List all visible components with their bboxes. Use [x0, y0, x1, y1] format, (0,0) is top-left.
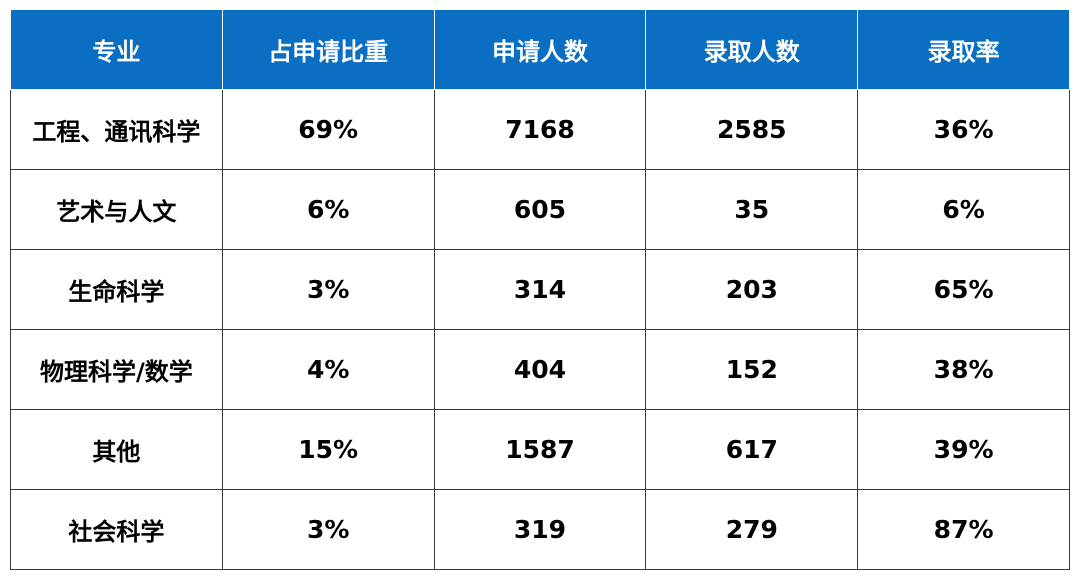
cell-admitted: 617 — [645, 409, 859, 490]
header-admitted: 录取人数 — [645, 9, 859, 90]
cell-admitted: 152 — [645, 329, 859, 410]
cell-major: 物理科学/数学 — [10, 329, 223, 410]
cell-admission-rate: 38% — [857, 329, 1070, 410]
table-container: 专业 占申请比重 申请人数 录取人数 录取率 工程、通讯科学 69% 7168 … — [10, 9, 1070, 570]
cell-application-share: 3% — [221, 489, 435, 570]
cell-application-share: 15% — [221, 409, 435, 490]
header-application-share: 占申请比重 — [221, 9, 435, 90]
cell-applicants: 1587 — [433, 409, 647, 490]
cell-application-share: 4% — [221, 329, 435, 410]
cell-admission-rate: 87% — [857, 489, 1070, 570]
table-row: 生命科学 3% 314 203 65% — [10, 249, 1070, 330]
cell-admission-rate: 65% — [857, 249, 1070, 330]
cell-admission-rate: 6% — [857, 169, 1070, 250]
table-body: 工程、通讯科学 69% 7168 2585 36% 艺术与人文 6% 605 3… — [10, 89, 1070, 570]
cell-major: 工程、通讯科学 — [10, 89, 223, 170]
header-applicants: 申请人数 — [433, 9, 647, 90]
cell-major: 艺术与人文 — [10, 169, 223, 250]
cell-applicants: 7168 — [433, 89, 647, 170]
cell-application-share: 6% — [221, 169, 435, 250]
header-row: 专业 占申请比重 申请人数 录取人数 录取率 — [10, 9, 1070, 90]
cell-major: 社会科学 — [10, 489, 223, 570]
table-row: 物理科学/数学 4% 404 152 38% — [10, 329, 1070, 410]
table-row: 其他 15% 1587 617 39% — [10, 409, 1070, 490]
cell-applicants: 605 — [433, 169, 647, 250]
cell-admission-rate: 39% — [857, 409, 1070, 490]
cell-applicants: 319 — [433, 489, 647, 570]
table-row: 艺术与人文 6% 605 35 6% — [10, 169, 1070, 250]
cell-admitted: 2585 — [645, 89, 859, 170]
cell-applicants: 404 — [433, 329, 647, 410]
table-row: 社会科学 3% 319 279 87% — [10, 489, 1070, 570]
header-major: 专业 — [10, 9, 223, 90]
cell-application-share: 3% — [221, 249, 435, 330]
cell-admission-rate: 36% — [857, 89, 1070, 170]
cell-applicants: 314 — [433, 249, 647, 330]
cell-admitted: 279 — [645, 489, 859, 570]
cell-major: 生命科学 — [10, 249, 223, 330]
admission-table: 专业 占申请比重 申请人数 录取人数 录取率 工程、通讯科学 69% 7168 … — [10, 9, 1070, 570]
cell-major: 其他 — [10, 409, 223, 490]
cell-application-share: 69% — [221, 89, 435, 170]
cell-admitted: 203 — [645, 249, 859, 330]
cell-admitted: 35 — [645, 169, 859, 250]
table-row: 工程、通讯科学 69% 7168 2585 36% — [10, 89, 1070, 170]
header-admission-rate: 录取率 — [857, 9, 1070, 90]
table-header: 专业 占申请比重 申请人数 录取人数 录取率 — [10, 9, 1070, 90]
